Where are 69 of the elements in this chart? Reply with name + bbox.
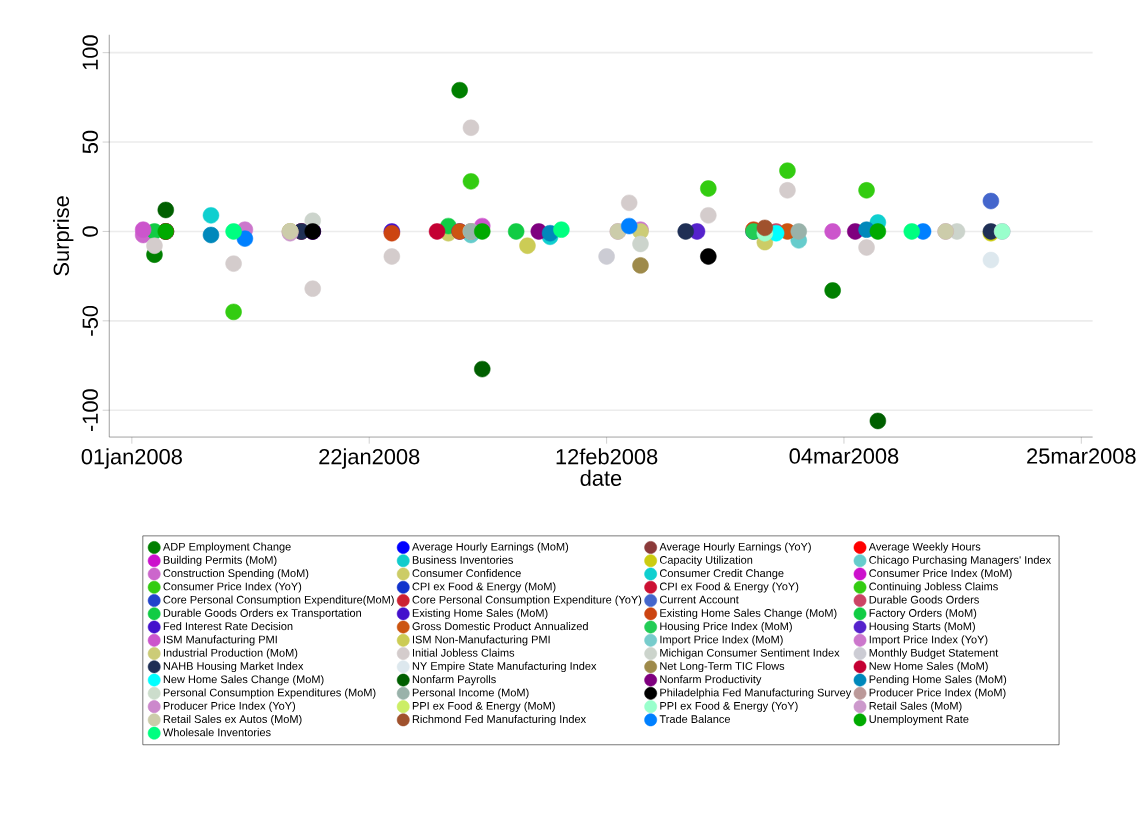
legend-label: Housing Price Index (MoM) bbox=[660, 622, 792, 633]
legend-label: Average Weekly Hours bbox=[868, 542, 981, 553]
x-tick-label: 12feb2008 bbox=[556, 448, 658, 465]
legend-label: CPI ex Food & Energy (YoY) bbox=[659, 582, 799, 593]
legend-label: Monthly Budget Statement bbox=[869, 648, 999, 660]
legend-label: Import Price Index (MoM) bbox=[660, 635, 783, 646]
legend-label: Personal Consumption Expenditures (MoM) bbox=[163, 688, 376, 699]
y-axis-title: Surprise bbox=[53, 196, 74, 276]
legend-label: Consumer Confidence bbox=[412, 569, 521, 578]
x-axis-title: date bbox=[580, 470, 622, 487]
legend-label: Current Account bbox=[659, 595, 739, 604]
legend-label: Nonfarm Productivity bbox=[660, 675, 762, 686]
legend-label: ISM Manufacturing PMI bbox=[163, 635, 277, 646]
legend-label: Housing Starts (MoM) bbox=[869, 622, 975, 633]
legend-label: Consumer Price Index (MoM) bbox=[869, 569, 1012, 580]
legend-label: Consumer Credit Change bbox=[659, 569, 784, 580]
legend-label: Producer Price Index (MoM) bbox=[869, 688, 1006, 699]
legend-label: Core Personal Consumption Expenditure (YoY) bbox=[412, 595, 642, 607]
x-tick-label: 04mar2008 bbox=[789, 448, 899, 465]
legend-label: Continuing Jobless Claims bbox=[869, 582, 998, 593]
legend-label: Construction Spending (MoM) bbox=[163, 569, 309, 580]
legend-label: Building Permits (MoM) bbox=[163, 556, 277, 567]
legend-label: Net Long-Term TIC Flows bbox=[660, 662, 785, 673]
legend-label: CPI ex Food & Energy (MoM) bbox=[412, 582, 556, 593]
legend-label: Wholesale Inventories bbox=[162, 728, 271, 737]
legend-label: Core Personal Consumption Expenditure(MoM) bbox=[163, 595, 394, 607]
legend-label: New Home Sales Change (MoM) bbox=[163, 675, 324, 686]
legend-label: Durable Goods Orders ex Transportation bbox=[163, 609, 361, 620]
legend-label: Gross Domestic Product Annualized bbox=[412, 622, 588, 631]
y-tick-label: -100 bbox=[82, 389, 98, 432]
legend-label: Import Price Index (YoY) bbox=[869, 635, 988, 646]
legend-label: Average Hourly Earnings (YoY) bbox=[659, 542, 811, 553]
legend-label: Producer Price Index (YoY) bbox=[163, 701, 296, 713]
legend-label: Philadelphia Fed Manufacturing Survey bbox=[660, 688, 852, 699]
legend-label: Factory Orders (MoM) bbox=[869, 609, 977, 620]
legend-label: Existing Home Sales Change (MoM) bbox=[660, 609, 837, 620]
legend-label: NY Empire State Manufacturing Index bbox=[412, 662, 597, 673]
legend-label: PPI ex Food & Energy (MoM) bbox=[412, 701, 555, 713]
legend-label: PPI ex Food & Energy (YoY) bbox=[660, 701, 798, 713]
legend-label: Unemployment Rate bbox=[869, 715, 969, 726]
legend-label: Industrial Production (MoM) bbox=[163, 648, 298, 660]
legend-label: Michigan Consumer Sentiment Index bbox=[660, 648, 840, 660]
legend-label: Nonfarm Payrolls bbox=[412, 675, 496, 686]
y-tick-label: 50 bbox=[82, 130, 98, 154]
legend-label: Retail Sales (MoM) bbox=[869, 701, 962, 713]
legend-label: NAHB Housing Market Index bbox=[163, 662, 304, 673]
legend-label: Business Inventories bbox=[412, 556, 513, 565]
legend-label: Pending Home Sales (MoM) bbox=[869, 675, 1007, 686]
legend-label: New Home Sales (MoM) bbox=[869, 662, 988, 673]
legend-label: Personal Income (MoM) bbox=[412, 688, 529, 699]
legend-label: ISM Non-Manufacturing PMI bbox=[413, 635, 550, 646]
legend-label: Capacity Utilization bbox=[659, 556, 753, 567]
y-tick-label: 0 bbox=[82, 226, 98, 237]
legend-label: Initial Jobless Claims bbox=[413, 648, 515, 657]
legend-label: Durable Goods Orders bbox=[869, 595, 979, 604]
legend-label: Retail Sales ex Autos (MoM) bbox=[163, 715, 302, 726]
legend-label: Fed Interest Rate Decision bbox=[163, 622, 293, 631]
legend-label: Trade Balance bbox=[659, 715, 730, 724]
x-tick-label: 01jan2008 bbox=[81, 448, 182, 469]
legend-label: Existing Home Sales (MoM) bbox=[412, 609, 548, 620]
legend-label: Richmond Fed Manufacturing Index bbox=[412, 715, 586, 726]
legend-label: Chicago Purchasing Managers' Index bbox=[869, 556, 1051, 567]
x-tick-label: 25mar2008 bbox=[1027, 448, 1136, 465]
y-tick-label: 100 bbox=[82, 35, 98, 70]
legend-label: Average Hourly Earnings (MoM) bbox=[412, 542, 569, 553]
legend-label: Consumer Price Index (YoY) bbox=[163, 582, 302, 593]
x-tick-label: 22jan2008 bbox=[319, 448, 420, 469]
y-tick-label: -50 bbox=[82, 306, 98, 336]
legend-label: ADP Employment Change bbox=[162, 542, 291, 553]
